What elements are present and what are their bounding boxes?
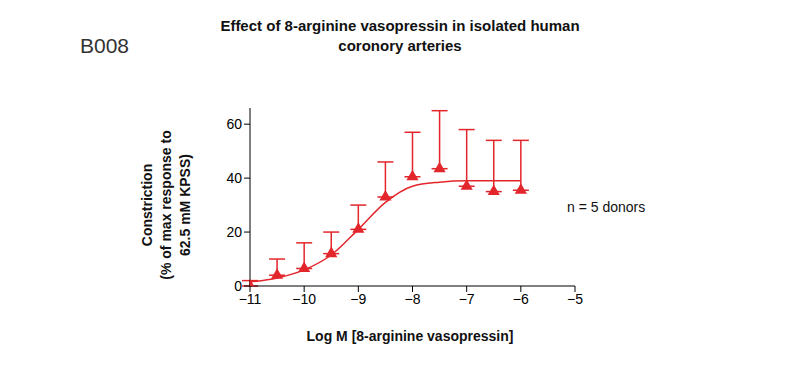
- html-text:Log M [8-arginine vasopressin]: Log M [8-arginine vasopressin]: [306, 328, 514, 344]
- html-text:Effect of 8-arginine vasopress: Effect of 8-arginine vasopressin in isol…: [220, 17, 580, 34]
- svg-text:20: 20: [226, 224, 242, 240]
- svg-text:60: 60: [226, 116, 242, 132]
- svg-text:0: 0: [234, 278, 242, 294]
- html-text:coronory arteries: coronory arteries: [338, 37, 462, 54]
- svg-text:−10: −10: [292, 291, 316, 307]
- html-text:(% of max response to: (% of max response to: [158, 130, 174, 280]
- html-text:Constriction: Constriction: [139, 163, 155, 247]
- svg-text:−11: −11: [239, 291, 262, 307]
- html-text:B008: B008: [80, 34, 129, 57]
- html-text:n = 5 donors: n = 5 donors: [567, 199, 646, 215]
- svg-text:−9: −9: [350, 291, 366, 307]
- svg-text:−6: −6: [513, 291, 529, 307]
- svg-text:−5: −5: [567, 291, 583, 307]
- html-text:62.5 mM KPSS): 62.5 mM KPSS): [177, 154, 193, 256]
- svg-text:−8: −8: [405, 291, 421, 307]
- svg-text:40: 40: [226, 170, 242, 186]
- svg-text:−7: −7: [459, 291, 475, 307]
